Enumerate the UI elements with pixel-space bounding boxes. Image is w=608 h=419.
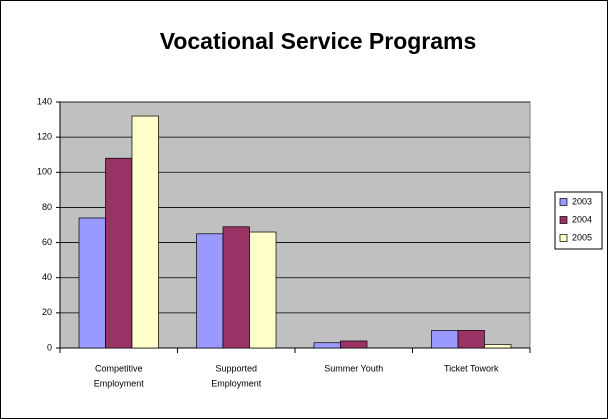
- bar: [196, 233, 224, 349]
- chart-title: Vocational Service Programs: [160, 28, 477, 54]
- bar: [249, 231, 277, 349]
- y-tick-label: 80: [42, 202, 52, 212]
- bar: [105, 157, 133, 349]
- x-tick-label: Employment: [94, 378, 145, 388]
- y-tick-label: 120: [37, 132, 52, 142]
- bar: [131, 115, 159, 349]
- bar: [431, 330, 459, 349]
- legend-label: 2003: [572, 196, 592, 206]
- x-tick-label: Summer Youth: [324, 363, 383, 373]
- legend-swatch: [559, 198, 568, 206]
- bar: [457, 330, 485, 349]
- legend-swatch: [559, 234, 568, 242]
- y-tick-label: 140: [37, 96, 52, 106]
- y-tick-label: 40: [42, 272, 52, 282]
- y-tick-label: 0: [47, 342, 52, 352]
- bar: [313, 342, 341, 349]
- bar: [340, 340, 368, 349]
- x-tick-label: Supported: [215, 363, 257, 373]
- y-tick-label: 60: [42, 237, 52, 247]
- bar: [78, 217, 106, 349]
- y-tick-label: 20: [42, 307, 52, 317]
- bar: [222, 226, 250, 349]
- x-tick-label: Employment: [211, 378, 262, 388]
- x-tick-label: Ticket Towork: [444, 363, 499, 373]
- legend-label: 2004: [572, 214, 592, 224]
- legend-swatch: [559, 216, 568, 224]
- y-tick-label: 100: [37, 167, 52, 177]
- bar: [484, 344, 512, 349]
- x-tick-label: Competitive: [95, 363, 143, 373]
- legend-label: 2005: [572, 232, 592, 242]
